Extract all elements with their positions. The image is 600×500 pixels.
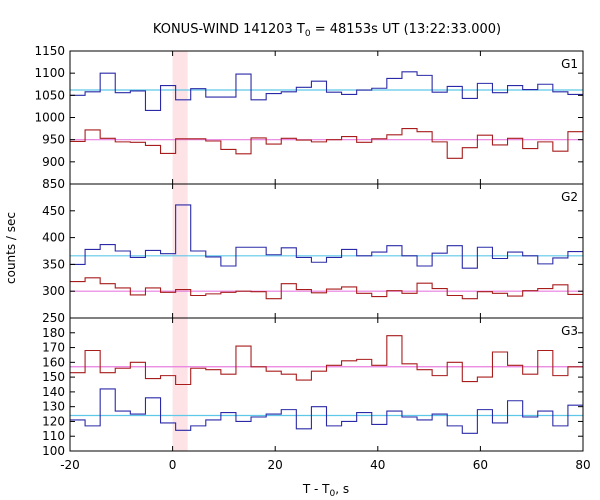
y-tick-label: 450 xyxy=(42,204,65,218)
series-red-histogram xyxy=(70,277,583,300)
chart-title: KONUS-WIND 141203 T0 = 48153s UT (13:22:… xyxy=(153,22,501,39)
chart-title-main: KONUS-WIND 141203 T xyxy=(153,22,305,37)
y-tick-label: 900 xyxy=(42,155,65,169)
series-blue-histogram xyxy=(70,388,583,434)
y-axis-label: counts / sec xyxy=(4,212,18,284)
x-axis-label-sub: 0 xyxy=(330,489,336,499)
y-tick-label: 250 xyxy=(42,311,65,325)
y-tick-label: 850 xyxy=(42,177,65,191)
y-tick-label: 170 xyxy=(42,341,65,355)
y-tick-label: 350 xyxy=(42,257,65,271)
panel-frame xyxy=(69,50,584,185)
series-blue-histogram xyxy=(70,71,583,111)
y-tick-label: 160 xyxy=(42,355,65,369)
chart-title-sub: 0 xyxy=(305,29,311,39)
y-tick-label: 120 xyxy=(42,414,65,428)
y-tick-label: 400 xyxy=(42,231,65,245)
panel-label: G2 xyxy=(561,190,578,204)
highlight-band xyxy=(172,51,188,184)
y-tick-label: 180 xyxy=(42,326,65,340)
y-tick-label: 100 xyxy=(42,444,65,458)
y-tick-label: 140 xyxy=(42,385,65,399)
y-tick-label: 1050 xyxy=(34,88,65,102)
highlight-band xyxy=(172,184,188,318)
x-tick-label: 60 xyxy=(473,458,488,472)
series-red-histogram xyxy=(70,128,583,159)
y-tick-label: 110 xyxy=(42,429,65,443)
y-tick-label: 300 xyxy=(42,284,65,298)
x-axis-label: T - T0, s xyxy=(302,482,349,499)
x-tick-label: 20 xyxy=(268,458,283,472)
y-tick-label: 1000 xyxy=(34,111,65,125)
x-tick-label: 0 xyxy=(169,458,177,472)
x-axis-label-rest: , s xyxy=(335,482,349,496)
panel-g1: 850 900 950 1000 1050 1100 1150 G1 xyxy=(34,44,584,191)
series-blue-histogram xyxy=(70,204,583,269)
panel-frame xyxy=(69,317,584,452)
y-tick-label: 130 xyxy=(42,400,65,414)
x-tick-label: 80 xyxy=(575,458,590,472)
panel-label: G1 xyxy=(561,57,578,71)
panel-g2: 250 300 350 400 450 G2 xyxy=(42,183,584,325)
series-red-histogram xyxy=(70,335,583,386)
chart-title-rest: = 48153s UT (13:22:33.000) xyxy=(311,22,501,37)
x-tick-label: 40 xyxy=(370,458,385,472)
x-axis-label-main: T - T xyxy=(302,482,330,496)
y-tick-label: 150 xyxy=(42,370,65,384)
y-tick-label: 1150 xyxy=(34,44,65,58)
panel-label: G3 xyxy=(561,324,578,338)
x-tick-label: -20 xyxy=(60,458,80,472)
y-tick-label: 1100 xyxy=(34,66,65,80)
panels: 8509009501000105011001150G12503003504004… xyxy=(34,44,590,472)
y-tick-label: 950 xyxy=(42,133,65,147)
